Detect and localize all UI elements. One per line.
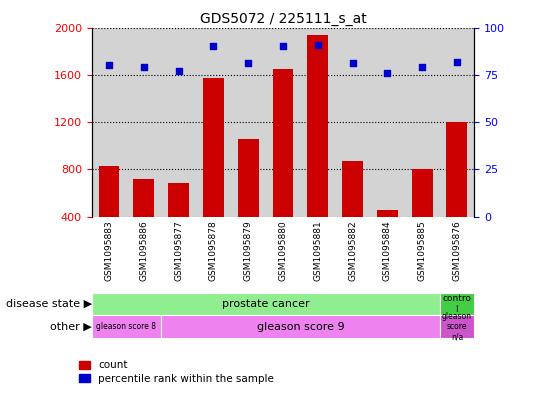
Text: gleason score 8: gleason score 8 <box>96 322 156 331</box>
Point <box>209 43 218 50</box>
Bar <box>439 292 474 315</box>
Text: GSM1095883: GSM1095883 <box>105 220 114 281</box>
Text: GSM1095878: GSM1095878 <box>209 220 218 281</box>
Text: disease state ▶: disease state ▶ <box>5 299 92 309</box>
Text: other ▶: other ▶ <box>50 321 92 332</box>
Point <box>453 59 461 65</box>
Bar <box>92 315 161 338</box>
Point <box>174 68 183 74</box>
Bar <box>203 78 224 217</box>
Text: GSM1095879: GSM1095879 <box>244 220 253 281</box>
Point <box>140 64 148 70</box>
Point <box>279 43 287 50</box>
Point <box>105 62 113 68</box>
Bar <box>238 139 259 217</box>
Bar <box>307 35 328 217</box>
Bar <box>446 122 467 217</box>
Point <box>244 61 252 67</box>
Text: GSM1095877: GSM1095877 <box>174 220 183 281</box>
Text: GSM1095882: GSM1095882 <box>348 220 357 281</box>
Bar <box>161 315 439 338</box>
Bar <box>439 315 474 338</box>
Bar <box>273 69 293 217</box>
Bar <box>168 182 189 217</box>
Text: GSM1095881: GSM1095881 <box>313 220 322 281</box>
Text: contro
l: contro l <box>443 294 472 314</box>
Bar <box>342 161 363 217</box>
Point <box>418 64 426 70</box>
Point <box>348 61 357 67</box>
Bar <box>99 166 120 217</box>
Legend: count, percentile rank within the sample: count, percentile rank within the sample <box>75 356 278 388</box>
Text: GSM1095880: GSM1095880 <box>279 220 287 281</box>
Bar <box>412 169 433 217</box>
Text: GSM1095885: GSM1095885 <box>418 220 427 281</box>
Text: gleason score 9: gleason score 9 <box>257 321 344 332</box>
Text: gleason
score
n/a: gleason score n/a <box>442 312 472 342</box>
Text: prostate cancer: prostate cancer <box>222 299 309 309</box>
Bar <box>133 179 154 217</box>
Title: GDS5072 / 225111_s_at: GDS5072 / 225111_s_at <box>199 13 367 26</box>
Point <box>314 41 322 48</box>
Text: GSM1095886: GSM1095886 <box>139 220 148 281</box>
Bar <box>377 210 398 217</box>
Text: GSM1095884: GSM1095884 <box>383 220 392 281</box>
Point <box>383 70 392 76</box>
Text: GSM1095876: GSM1095876 <box>452 220 461 281</box>
